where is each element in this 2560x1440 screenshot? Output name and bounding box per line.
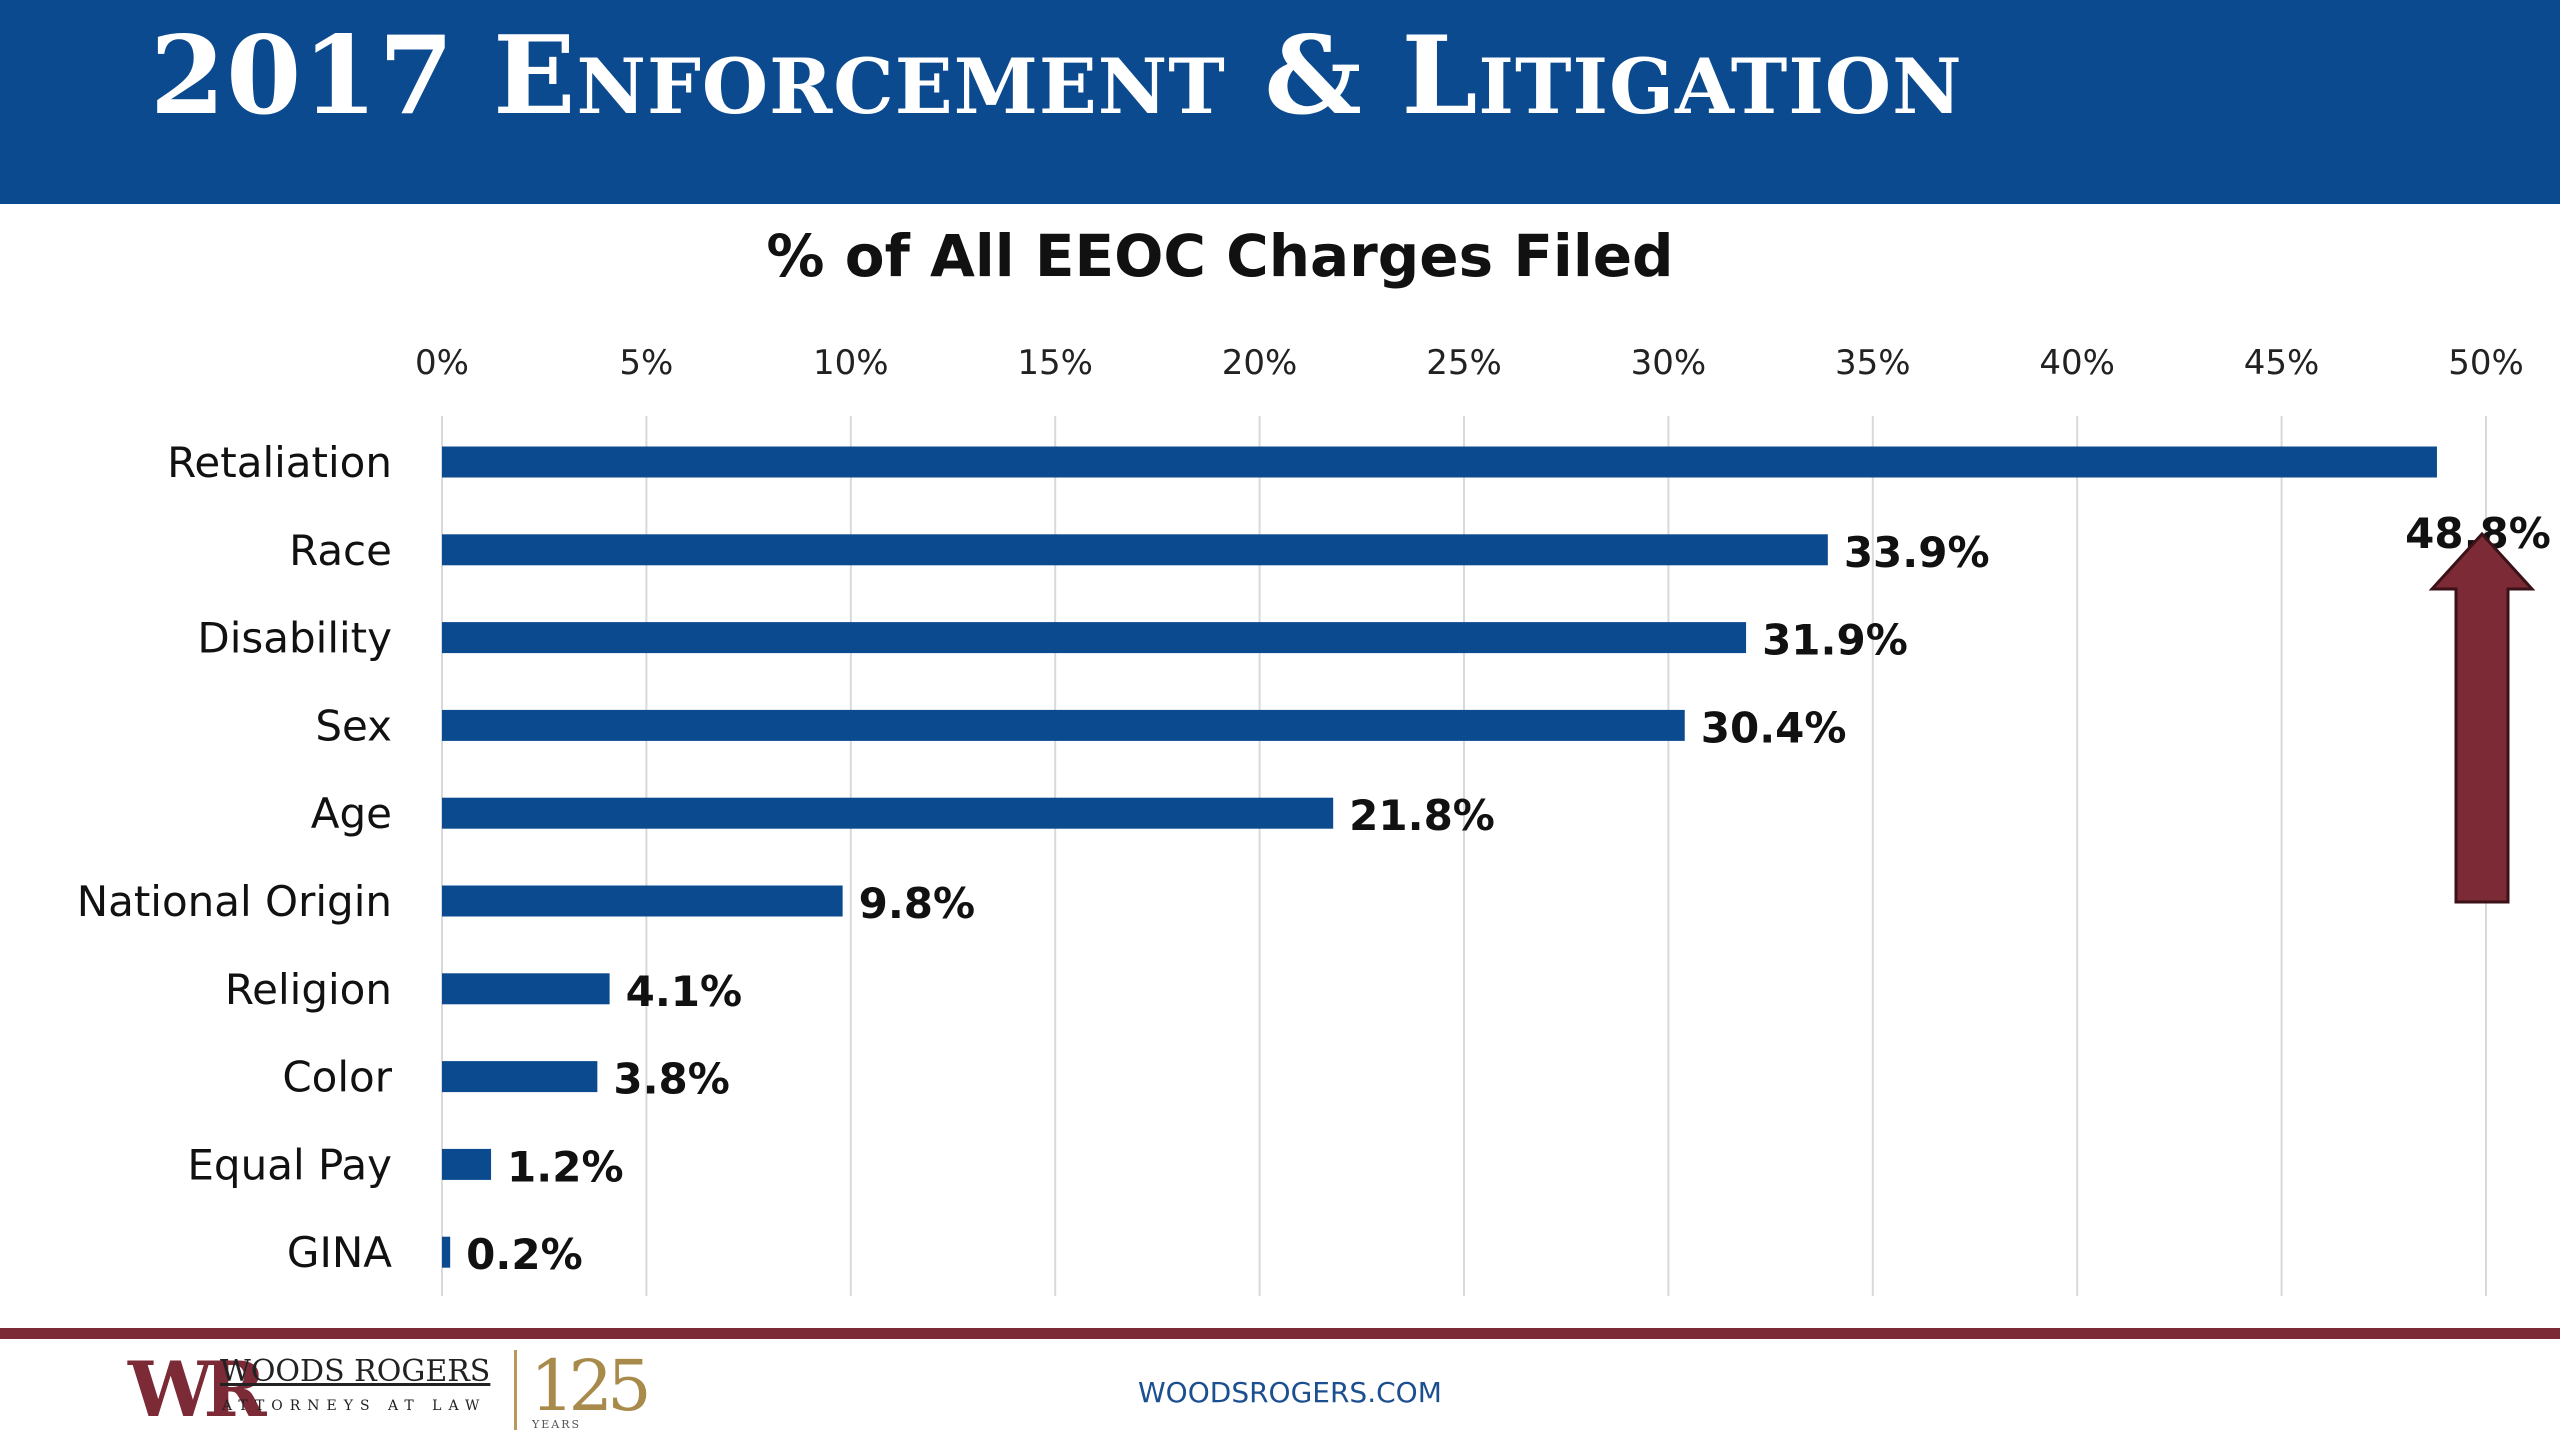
- anniversary-years: YEARS: [532, 1418, 582, 1431]
- tick-label: 20%: [1222, 343, 1298, 383]
- bar: [442, 534, 1828, 566]
- data-label: 3.8%: [613, 1055, 729, 1104]
- logo-divider: [514, 1350, 517, 1430]
- bar: [442, 1236, 451, 1268]
- data-labels: 48.8%33.9%31.9%30.4%21.8%9.8%4.1%3.8%1.2…: [466, 509, 2551, 1279]
- category-label: Retaliation: [167, 438, 392, 487]
- website-link[interactable]: WOODSROGERS.COM: [1138, 1376, 1442, 1409]
- tick-label: 10%: [813, 343, 889, 383]
- tick-label: 45%: [2244, 343, 2320, 383]
- bar: [442, 1061, 598, 1093]
- category-label: Race: [289, 526, 392, 575]
- category-label: Sex: [315, 701, 392, 750]
- tick-label: 35%: [1835, 343, 1911, 383]
- tick-label: 50%: [2448, 343, 2524, 383]
- data-label: 31.9%: [1762, 616, 1908, 665]
- data-label: 9.8%: [859, 879, 975, 928]
- bar: [442, 1148, 492, 1180]
- data-label: 21.8%: [1349, 791, 1495, 840]
- category-label: National Origin: [77, 877, 392, 926]
- header-banner: 2017 Enforcement & Litigation: [0, 0, 2560, 204]
- annotation-arrow: [2428, 531, 2536, 904]
- up-arrow-icon: [2428, 531, 2536, 904]
- tick-label: 0%: [415, 343, 469, 383]
- category-label: Religion: [225, 965, 392, 1014]
- bar: [442, 797, 1334, 829]
- data-label: 33.9%: [1844, 528, 1990, 577]
- tick-label: 5%: [619, 343, 673, 383]
- tick-label: 25%: [1426, 343, 1502, 383]
- category-label: Age: [311, 789, 392, 838]
- tick-label: 15%: [1017, 343, 1093, 383]
- bar: [442, 973, 610, 1005]
- woods-rogers-logo: WR WOODS ROGERS ATTORNEYS AT LAW 125 YEA…: [128, 1344, 652, 1436]
- chart-title: % of All EEOC Charges Filed: [766, 222, 1673, 290]
- category-label: GINA: [287, 1228, 392, 1277]
- footer-divider: [0, 1328, 2560, 1339]
- category-labels: Retaliation Race Disability Sex Age National …: [77, 438, 393, 1277]
- logo-firm-name: WOODS ROGERS: [220, 1354, 491, 1389]
- category-label: Disability: [197, 614, 392, 663]
- bar-chart: % of All EEOC Charges Filed 0% 5% 10% 15% 20…: [77, 222, 2551, 1296]
- data-label: 0.2%: [466, 1230, 582, 1279]
- data-label: 30.4%: [1701, 703, 1847, 752]
- category-label: Equal Pay: [187, 1140, 392, 1189]
- category-label: Color: [282, 1053, 392, 1102]
- tick-label: 30%: [1631, 343, 1707, 383]
- logo-tagline: ATTORNEYS AT LAW: [222, 1398, 487, 1414]
- slide-title: 2017 Enforcement & Litigation: [150, 13, 1963, 139]
- bar: [442, 446, 2437, 478]
- bar: [442, 622, 1747, 654]
- tick-label: 40%: [2039, 343, 2115, 383]
- anniversary-mark: 125: [530, 1345, 652, 1427]
- data-label: 4.1%: [626, 967, 742, 1016]
- data-label: 1.2%: [507, 1142, 623, 1191]
- bar: [442, 709, 1685, 741]
- bar: [442, 885, 843, 917]
- bars: [442, 446, 2437, 1268]
- logo-monogram: WR: [128, 1345, 266, 1434]
- x-axis-tick-labels: 0% 5% 10% 15% 20% 25% 30% 35% 40% 45% 50%: [415, 343, 2524, 383]
